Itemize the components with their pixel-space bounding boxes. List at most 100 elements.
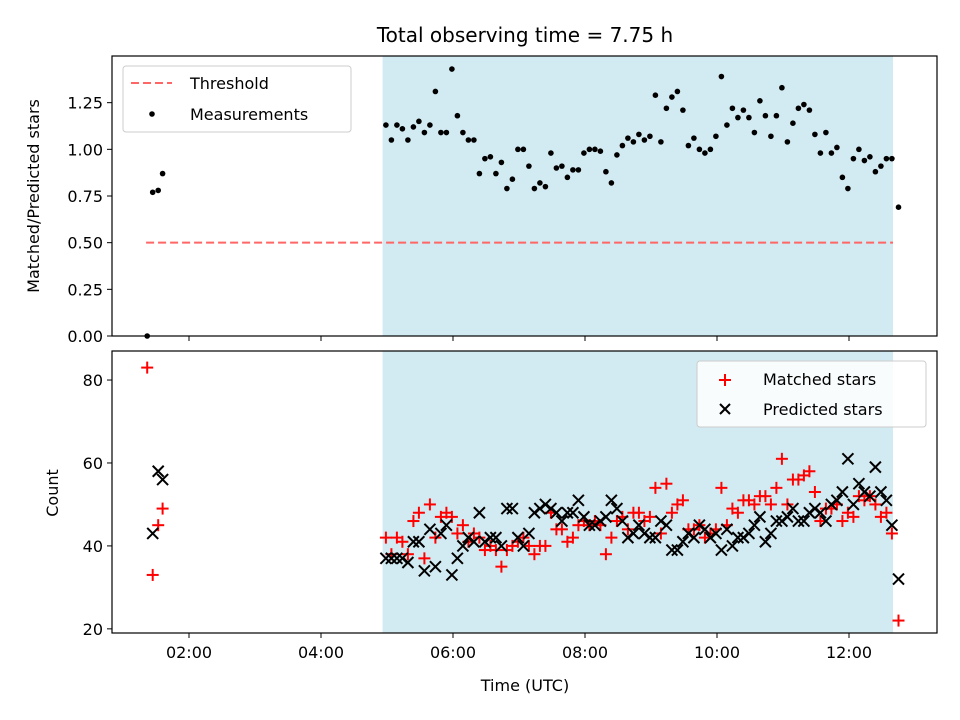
measurement-point (504, 185, 510, 192)
matched-star-point (676, 494, 689, 507)
matched-star-point (599, 548, 612, 561)
predicted-star-point (440, 518, 453, 532)
matched-star-point (814, 515, 827, 528)
measurement-point (680, 107, 686, 113)
predicted-star-point (892, 572, 905, 586)
measurement-point (608, 180, 615, 186)
matched-star-point (665, 506, 678, 519)
top-measurement-points (144, 66, 902, 339)
predicted-star-point (484, 531, 497, 544)
measurement-point (388, 137, 395, 143)
predicted-star-point (671, 543, 684, 557)
predicted-star-point (495, 539, 508, 553)
measurement-point (828, 150, 835, 156)
predicted-star-point (676, 535, 690, 548)
predicted-star-point (390, 552, 404, 565)
predicted-star-point (830, 494, 844, 507)
predicted-star-point (429, 560, 442, 573)
predicted-star-point (720, 523, 734, 536)
measurement-point (542, 183, 549, 190)
measurement-point (850, 155, 857, 162)
predicted-star-point (566, 506, 580, 519)
measurement-point (795, 105, 802, 112)
matched-star-point (522, 539, 535, 552)
bottom-xtick-label: 06:00 (430, 643, 476, 662)
measurement-point (883, 155, 890, 162)
measurement-point (845, 185, 851, 192)
matched-star-point (141, 361, 154, 374)
matched-star-point (880, 506, 893, 519)
matched-star-point (539, 539, 552, 552)
measurement-point (784, 139, 791, 145)
x-axis-label: Time (UTC) (480, 676, 569, 695)
measurement-point (751, 129, 758, 136)
measurement-point (713, 133, 719, 140)
matched-star-point (775, 452, 788, 465)
predicted-star-point (151, 465, 165, 478)
predicted-star-point (610, 502, 624, 515)
measurement-point (895, 204, 902, 210)
measurement-point (597, 148, 604, 154)
matched-star-point (715, 481, 728, 494)
predicted-star-point (577, 510, 591, 524)
predicted-star-point (715, 543, 728, 557)
predicted-star-point (599, 510, 613, 524)
predicted-star-point (742, 527, 756, 540)
legend-measurements-swatch (149, 111, 155, 117)
legend-matched-swatch (719, 374, 731, 386)
measurement-point (399, 126, 406, 132)
measurement-point (625, 135, 631, 141)
matched-star-point (566, 531, 579, 544)
matched-star-point (451, 527, 464, 540)
measurement-point (449, 66, 455, 72)
measurement-point (685, 142, 692, 149)
predicted-star-point (616, 514, 629, 528)
bottom-y-axis-label: Count (43, 469, 62, 517)
predicted-star-point (770, 514, 783, 528)
measurement-point (427, 122, 433, 128)
measurement-point (575, 167, 582, 173)
measurement-point (740, 107, 747, 113)
measurement-point (476, 170, 483, 177)
measurement-point (564, 174, 571, 181)
predicted-star-point (445, 568, 459, 582)
matched-star-point (649, 481, 662, 494)
measurement-point (581, 150, 587, 156)
measurement-point (438, 129, 444, 136)
measurement-point (592, 146, 598, 153)
bottom-ytick-label: 20 (83, 620, 103, 639)
matched-star-point (808, 486, 821, 498)
measurement-point (570, 167, 576, 173)
measurement-point (471, 137, 477, 143)
predicted-star-point (489, 531, 503, 544)
predicted-star-point (456, 539, 470, 553)
measurement-point (669, 94, 675, 100)
predicted-star-point (522, 527, 536, 540)
top-ytick-label: 0.75 (67, 187, 103, 206)
measurement-point (674, 88, 681, 95)
measurement-point (159, 170, 166, 177)
measurement-point (757, 98, 763, 104)
matched-star-point (605, 531, 618, 544)
legend-measurements-label: Measurements (190, 105, 308, 124)
measurement-point (487, 154, 494, 160)
predicted-star-point (605, 494, 618, 507)
predicted-star-point (731, 531, 745, 544)
predicted-star-point (500, 502, 514, 515)
measurement-point (812, 131, 818, 138)
predicted-star-point (451, 552, 464, 565)
matched-star-point (156, 502, 169, 515)
matched-star-point (418, 552, 431, 565)
top-panel: 0.00 0.25 0.50 0.75 1.00 1.25 Matched/Predict… (24, 55, 938, 346)
measurement-point (515, 146, 521, 153)
measurement-point (790, 120, 796, 126)
predicted-star-point (423, 523, 437, 536)
measurement-point (405, 137, 411, 143)
measurement-point (636, 131, 642, 138)
measurement-point (520, 146, 527, 153)
predicted-star-point (753, 510, 767, 524)
measurement-point (707, 146, 714, 153)
predicted-star-point (156, 473, 169, 486)
